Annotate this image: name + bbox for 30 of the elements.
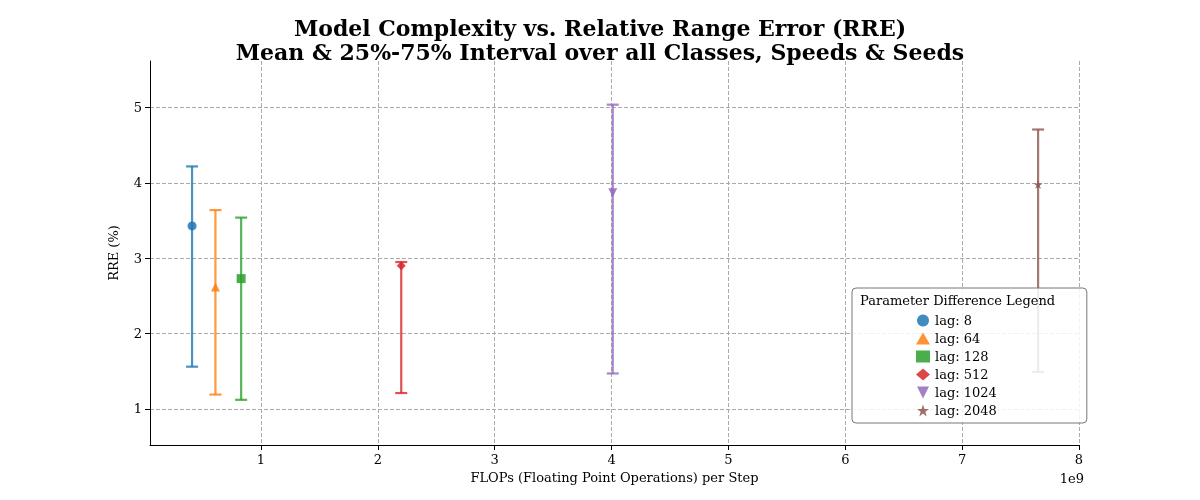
chart-title: Model Complexity vs. Relative Range Error (RRE): [293, 15, 907, 41]
legend-label: lag: 512: [935, 367, 989, 382]
x-tick-label: 3: [490, 452, 499, 467]
point: [187, 221, 197, 231]
point: [236, 274, 246, 284]
legend-label: lag: 8: [935, 313, 973, 328]
point: [608, 188, 618, 198]
y-tick-label: 5: [133, 100, 142, 116]
point: [396, 261, 406, 271]
text: 1e9: [1059, 471, 1085, 486]
x-tick-label: 4: [607, 452, 616, 467]
point: [1033, 179, 1043, 189]
x-tick-label: 2: [373, 452, 383, 467]
y-axis-title: RRE (%): [106, 225, 121, 281]
legend-label: lag: 128: [935, 349, 989, 364]
point: [210, 282, 220, 292]
x-tick-label: 1: [256, 452, 266, 467]
x-tick-label: 7: [958, 452, 967, 467]
legend-label: lag: 64: [935, 331, 981, 346]
x-axis-title: FLOPs (Floating Point Operations) per Step: [470, 470, 759, 485]
x-tick-label: 6: [841, 452, 850, 467]
y-tick-label: 1: [133, 401, 142, 417]
legend-label: lag: 2048: [935, 403, 997, 418]
y-tick-label: 2: [133, 326, 142, 342]
y-tick-label: 4: [133, 175, 142, 191]
legend-label: lag: 1024: [935, 385, 997, 400]
x-tick-label: 8: [1074, 452, 1084, 467]
legend-title: Parameter Difference Legend: [860, 293, 1056, 308]
x-tick-label: 5: [724, 452, 733, 467]
y-tick-label: 3: [133, 250, 142, 266]
